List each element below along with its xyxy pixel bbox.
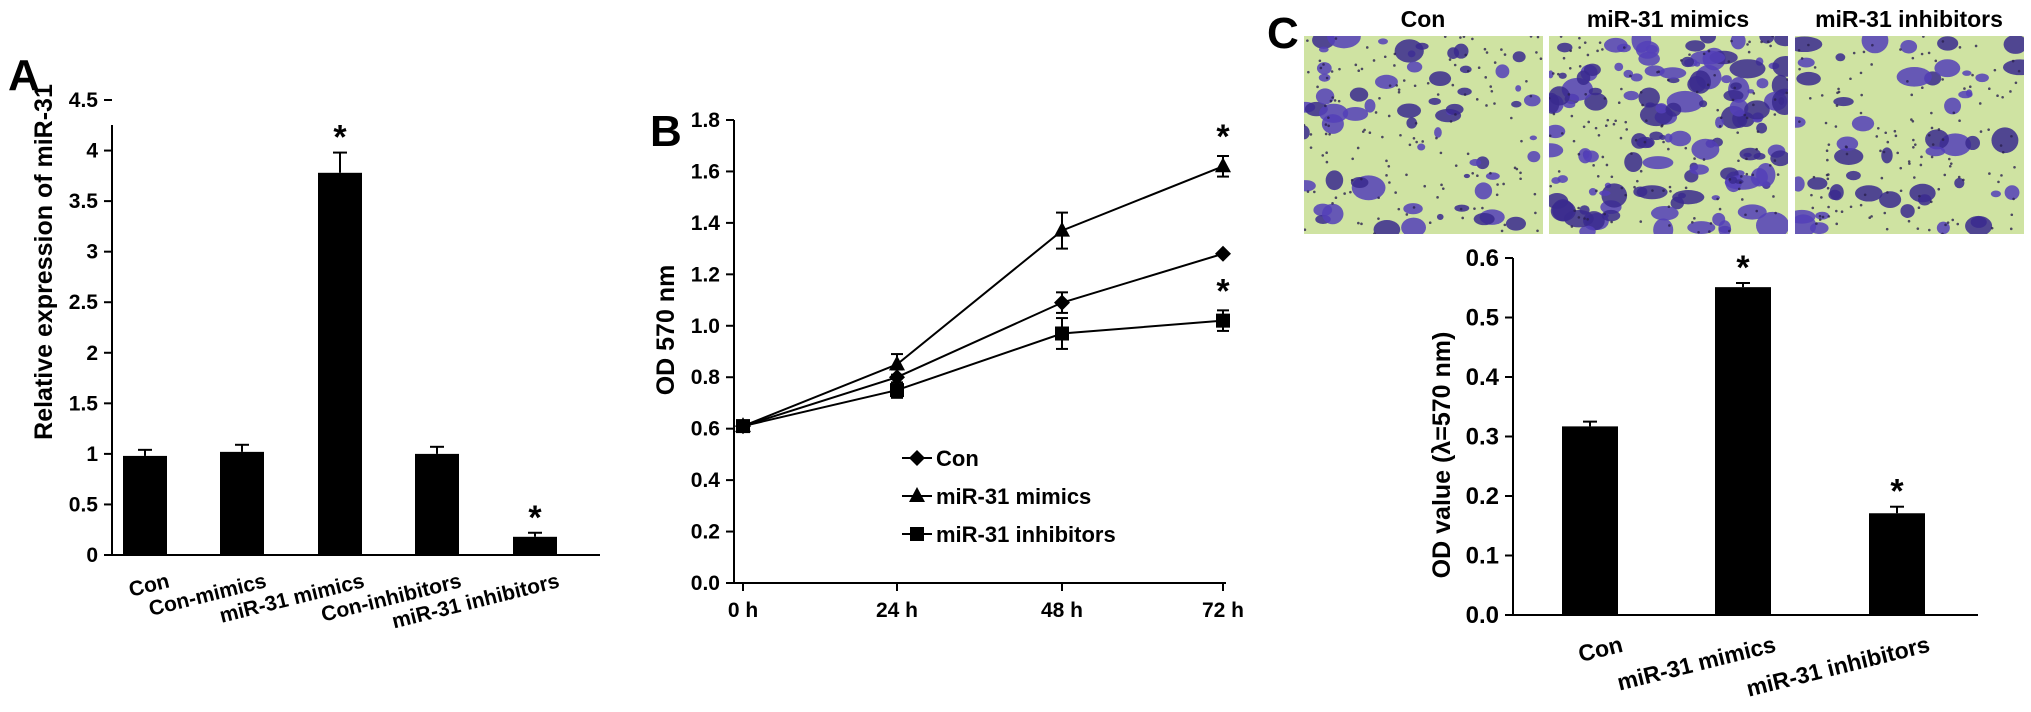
panel-c-tick-label: 0.2 xyxy=(1466,483,1499,510)
bar-mir-31-inhibitors xyxy=(513,536,557,555)
panel-b: B OD 570 nm 0.0 0.2 0.4 0.6 0.8 1.0 1.2 1.4 1.6 1… xyxy=(650,107,1244,622)
bar-mir-31-mimics xyxy=(318,172,362,556)
panel-b-x-tick-labels: 0 h 24 h 48 h 72 h xyxy=(728,583,1244,622)
panel-a-tick-label: 1 xyxy=(86,443,98,466)
panel-b-x-tick-label: 0 h xyxy=(728,599,758,622)
panel-a-y-ticks: 0 0.5 1 1.5 2 2.5 3 3.5 4 4.5 xyxy=(69,89,112,567)
panel-c-tick-label: 0.0 xyxy=(1466,602,1499,629)
significance-asterisk: * xyxy=(528,499,542,537)
legend-label: miR-31 inhibitors xyxy=(936,522,1116,547)
panel-b-tick-label: 1.8 xyxy=(691,109,721,132)
panel-c-tick-label: 0.6 xyxy=(1466,245,1499,272)
significance-asterisk: * xyxy=(333,119,347,157)
panel-b-tick-label: 1.2 xyxy=(691,263,720,286)
panel-a-tick-label: 1.5 xyxy=(69,392,99,415)
data-point-con xyxy=(1054,294,1070,311)
panel-b-tick-label: 0.8 xyxy=(691,366,721,389)
series-mir-31-inhibitors: * xyxy=(736,272,1230,434)
panel-b-x-tick-label: 48 h xyxy=(1041,599,1083,622)
series-mir-31-mimics: * xyxy=(735,118,1231,433)
data-point-con xyxy=(889,369,905,386)
panel-a-tick-label: 0.5 xyxy=(69,493,99,516)
panel-a-tick-label: 3.5 xyxy=(69,190,99,213)
panel-c: C Con miR-31 mimics miR-31 inhibitors OD v… xyxy=(1267,6,2024,702)
data-point-mir-31-inhibitors xyxy=(890,383,904,398)
panel-c-micrographs: Con miR-31 mimics miR-31 inhibitors xyxy=(1304,6,2024,234)
panel-b-tick-label: 0.2 xyxy=(691,521,720,544)
panel-a-tick-label: 4 xyxy=(86,140,98,163)
panel-b-x-tick-label: 72 h xyxy=(1202,599,1244,622)
panel-b-tick-label: 0.0 xyxy=(691,572,720,595)
micrograph-con xyxy=(1304,36,1543,234)
panel-b-y-ticks: 0.0 0.2 0.4 0.6 0.8 1.0 1.2 1.4 1.6 1.8 xyxy=(691,109,734,595)
micrograph-background xyxy=(1304,36,1543,234)
panel-c-y-ticks: 0.0 0.1 0.2 0.3 0.4 0.5 0.6 xyxy=(1466,245,1513,629)
panel-b-tick-label: 1.0 xyxy=(691,315,720,338)
legend-label: Con xyxy=(936,446,979,471)
data-point-mir-31-mimics xyxy=(889,355,905,371)
panel-c-x-tick-label: Con xyxy=(1576,631,1626,667)
legend-marker-mir-31-mimics xyxy=(909,487,925,502)
significance-asterisk: * xyxy=(1736,249,1750,287)
panel-b-legend: Con miR-31 mimics miR-31 inhibitors xyxy=(902,446,1116,547)
panel-c-letter: C xyxy=(1267,9,1299,58)
panel-a-letter: A xyxy=(8,51,40,100)
series-line-con xyxy=(742,252,1224,428)
panel-a-bars: ** xyxy=(123,119,557,556)
panel-a-tick-label: 2 xyxy=(86,342,98,365)
bar-con xyxy=(1562,426,1618,615)
legend-marker-con xyxy=(909,450,925,466)
panel-a-tick-label: 3 xyxy=(86,241,98,264)
panel-a-tick-label: 4.5 xyxy=(69,89,99,112)
bar-con xyxy=(123,455,167,555)
bar-mir-31-inhibitors xyxy=(1869,513,1925,615)
data-point-mir-31-inhibitors xyxy=(1055,326,1069,341)
panel-c-tick-label: 0.1 xyxy=(1466,543,1499,570)
data-point-mir-31-mimics xyxy=(1215,157,1231,173)
bar-con-mimics xyxy=(220,451,264,555)
panel-b-tick-label: 1.4 xyxy=(691,212,721,235)
micrograph-title: miR-31 mimics xyxy=(1587,6,1749,32)
panel-c-tick-label: 0.5 xyxy=(1466,305,1499,332)
panel-a: A Relative expression of miR-31 0 0.5 1 1.5… xyxy=(8,51,600,633)
micrograph-background xyxy=(1795,36,2024,234)
data-point-mir-31-inhibitors xyxy=(736,419,750,434)
series-line-mir-31-mimics xyxy=(742,165,1224,428)
panel-b-tick-label: 1.6 xyxy=(691,160,720,183)
panel-a-tick-label: 0 xyxy=(86,544,98,567)
panel-a-tick-label: 2.5 xyxy=(69,291,99,314)
significance-asterisk: * xyxy=(1890,473,1904,511)
legend-marker-mir-31-inhibitors xyxy=(910,527,924,541)
legend-label: miR-31 mimics xyxy=(936,484,1091,509)
bar-mir-31-mimics xyxy=(1715,287,1771,615)
panel-b-tick-label: 0.4 xyxy=(691,469,721,492)
micrograph-mir-31-mimics xyxy=(1549,36,1788,234)
data-point-con xyxy=(1215,245,1231,262)
series-con xyxy=(735,245,1231,435)
micrograph-mir-31-inhibitors xyxy=(1795,36,2024,234)
panel-c-bars: ** xyxy=(1562,249,1925,615)
panel-a-y-axis-label: Relative expression of miR-31 xyxy=(30,84,58,440)
micrograph-title: Con xyxy=(1401,6,1446,32)
series-line-mir-31-inhibitors xyxy=(742,319,1224,428)
panel-b-series: ** xyxy=(735,118,1231,435)
micrograph-title: miR-31 inhibitors xyxy=(1815,6,2003,32)
panel-b-letter: B xyxy=(650,107,682,156)
panel-b-x-tick-label: 24 h xyxy=(876,599,918,622)
panel-b-y-axis-label: OD 570 nm xyxy=(652,265,680,396)
significance-asterisk: * xyxy=(1216,118,1230,156)
bar-con-inhibitors xyxy=(415,453,459,555)
data-point-mir-31-mimics xyxy=(1054,221,1070,237)
panel-c-tick-label: 0.4 xyxy=(1466,364,1500,391)
significance-asterisk: * xyxy=(1216,272,1230,310)
panel-c-y-axis-label: OD value (λ=570 nm) xyxy=(1428,332,1456,579)
panel-b-tick-label: 0.6 xyxy=(691,418,720,441)
data-point-mir-31-inhibitors xyxy=(1216,313,1230,328)
panel-c-tick-label: 0.3 xyxy=(1466,424,1499,451)
